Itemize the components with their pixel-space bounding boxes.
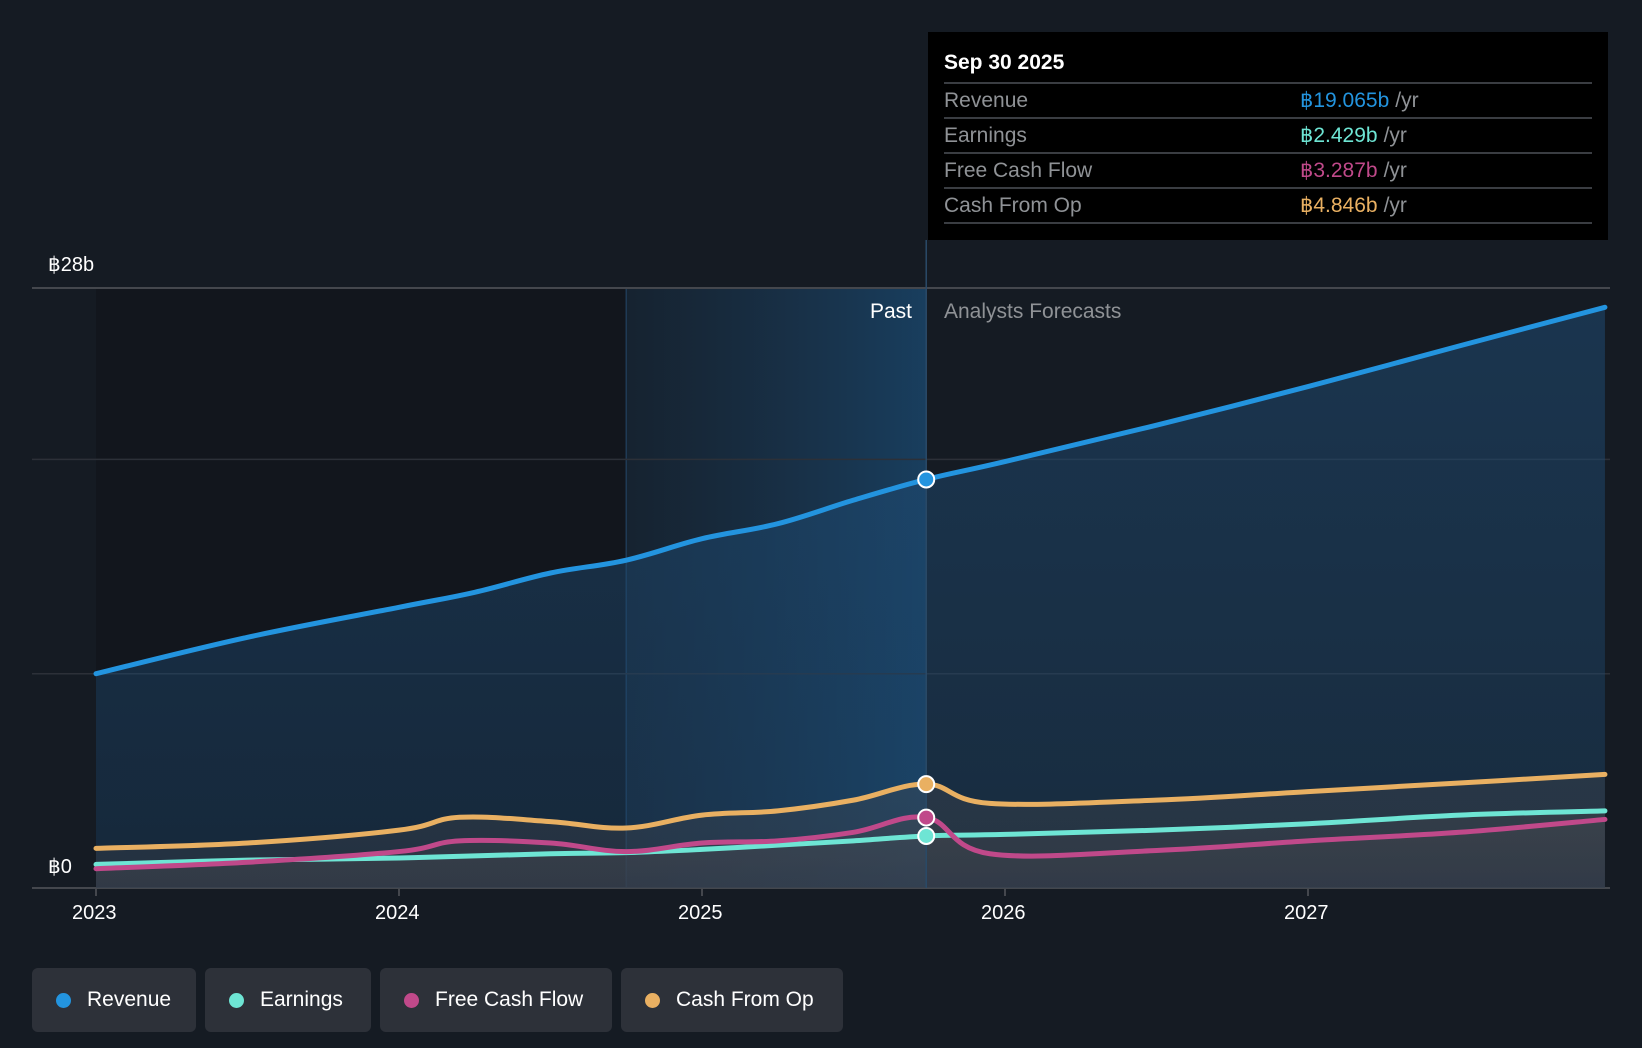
tooltip-label: Earnings: [944, 124, 1027, 147]
legend-item-revenue[interactable]: Revenue: [32, 968, 196, 1032]
tooltip-label: Cash From Op: [944, 194, 1082, 217]
legend: Revenue Earnings Free Cash Flow Cash Fro…: [32, 968, 843, 1032]
forecast-label: Analysts Forecasts: [944, 300, 1122, 323]
cash-from-op-line: [93, 771, 1608, 851]
tooltip-value: ฿4.846b: [1300, 194, 1378, 217]
tooltip: Sep 30 2025 Revenue ฿19.065b /yr Earning…: [928, 32, 1608, 240]
x-tick-label: 2024: [375, 902, 420, 924]
tooltip-unit: /yr: [1395, 89, 1419, 112]
x-tick-label: 2023: [72, 902, 117, 924]
tooltip-unit: /yr: [1383, 159, 1407, 182]
free-cash-flow-dot-icon: [404, 992, 419, 1008]
tooltip-unit: /yr: [1383, 194, 1407, 217]
tooltip-label: Revenue: [944, 89, 1029, 112]
tooltip-value: ฿3.287b: [1300, 159, 1378, 182]
earnings-marker: [917, 826, 936, 845]
tooltip-date: Sep 30 2025: [944, 46, 1592, 84]
free-cash-flow-line: [93, 814, 1608, 872]
y-axis-max-label: ฿28b: [48, 254, 95, 276]
y-axis-min-label: ฿0: [48, 856, 72, 878]
legend-item-free-cash-flow[interactable]: Free Cash Flow: [380, 968, 612, 1032]
revenue-marker: [917, 470, 936, 489]
past-label: Past: [869, 300, 912, 323]
revenue-area: [96, 307, 1605, 888]
tooltip-label: Free Cash Flow: [944, 159, 1093, 182]
x-tick-label: 2027: [1284, 902, 1329, 924]
tooltip-value: ฿19.065b: [1300, 89, 1390, 112]
cash-from-op-marker: [917, 775, 936, 794]
earnings-dot-icon: [229, 992, 244, 1008]
cash-from-op-dot-icon: [645, 992, 660, 1008]
tooltip-value: ฿2.429b: [1300, 124, 1378, 147]
tooltip-row-cash-from-op: Cash From Op ฿4.846b /yr: [944, 189, 1592, 224]
tooltip-unit: /yr: [1383, 124, 1407, 147]
tooltip-row-revenue: Revenue ฿19.065b /yr: [944, 84, 1592, 119]
free-cash-flow-marker: [917, 808, 936, 827]
earnings-line: [93, 808, 1608, 867]
x-tick-label: 2026: [981, 902, 1026, 924]
tooltip-row-free-cash-flow: Free Cash Flow ฿3.287b /yr: [944, 154, 1592, 189]
revenue-line: [93, 304, 1608, 677]
legend-label: Earnings: [260, 988, 343, 1011]
tooltip-row-earnings: Earnings ฿2.429b /yr: [944, 119, 1592, 154]
legend-label: Revenue: [87, 988, 172, 1011]
free-cash-flow-area: [96, 816, 1605, 888]
revenue-dot-icon: [56, 992, 71, 1008]
legend-item-cash-from-op[interactable]: Cash From Op: [621, 968, 843, 1032]
legend-label: Free Cash Flow: [435, 988, 584, 1011]
legend-label: Cash From Op: [676, 988, 814, 1011]
x-tick-label: 2025: [678, 902, 723, 924]
legend-item-earnings[interactable]: Earnings: [205, 968, 371, 1032]
